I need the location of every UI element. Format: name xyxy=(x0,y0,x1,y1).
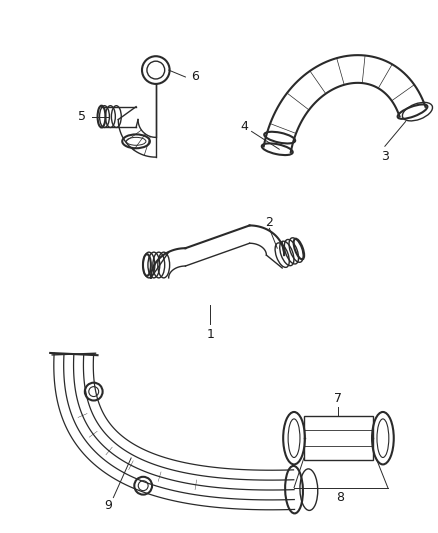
Text: 6: 6 xyxy=(191,70,199,84)
Text: 5: 5 xyxy=(78,110,86,123)
Text: 4: 4 xyxy=(241,120,249,133)
Text: 9: 9 xyxy=(105,499,113,512)
Text: 7: 7 xyxy=(335,392,343,405)
Text: 2: 2 xyxy=(265,216,273,229)
Text: 3: 3 xyxy=(381,150,389,163)
Text: 8: 8 xyxy=(336,491,344,504)
Bar xyxy=(304,416,373,461)
Text: 1: 1 xyxy=(206,328,214,341)
